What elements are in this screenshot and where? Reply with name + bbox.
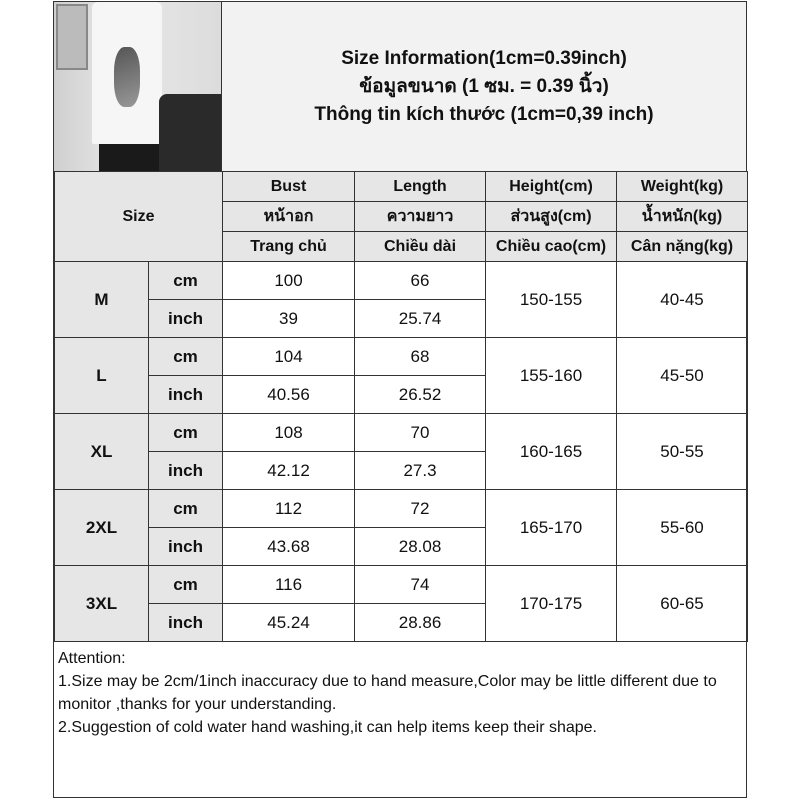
unit-cell: cm <box>147 489 224 528</box>
table-row: M cm 100 66 150-155 40-45 <box>54 261 749 338</box>
length-cm: 70 <box>354 413 487 452</box>
bust-cm: 100 <box>222 261 356 300</box>
unit-cell: cm <box>147 413 224 452</box>
length-cm: 66 <box>354 261 487 300</box>
weight-cell: 40-45 <box>616 261 749 338</box>
column-header: Cân nặng(kg) <box>616 231 749 262</box>
table-row: inch 40.56 26.52 <box>55 375 748 414</box>
notes-heading: Attention: <box>58 650 126 667</box>
header-row: Size Bust Length Height(cm) Weight(kg) <box>53 171 749 262</box>
note-item: 1.Size may be 2cm/1inch inaccuracy due t… <box>58 673 717 713</box>
length-inch: 27.3 <box>354 451 487 490</box>
bust-cm: 116 <box>222 565 356 604</box>
size-chart: Size Information(1cm=0.39inch) ข้อมูลขนา… <box>53 1 749 798</box>
column-header: Chiều dài <box>354 231 487 262</box>
size-cell: XL <box>54 413 149 490</box>
table-row: 2XL cm 112 72 165-170 55-60 <box>54 489 749 566</box>
table-row: inch 42.12 27.3 <box>55 451 748 490</box>
table-row: inch 43.68 28.08 <box>55 527 748 566</box>
chart-title: Size Information(1cm=0.39inch) ข้อมูลขนา… <box>222 2 746 171</box>
bust-inch: 43.68 <box>222 527 356 566</box>
table-row: 3XL cm 116 74 170-175 60-65 <box>54 565 749 642</box>
note-item: 2.Suggestion of cold water hand washing,… <box>58 719 597 736</box>
size-cell: 3XL <box>54 565 149 642</box>
size-cell: 2XL <box>54 489 149 566</box>
size-header: Size <box>53 171 224 262</box>
size-cell: L <box>54 337 149 414</box>
height-cell: 155-160 <box>485 337 618 414</box>
column-header: Chiều cao(cm) <box>485 231 618 262</box>
height-cell: 150-155 <box>485 261 618 338</box>
length-inch: 26.52 <box>354 375 487 414</box>
height-cell: 170-175 <box>485 565 618 642</box>
length-inch: 25.74 <box>354 299 487 338</box>
weight-cell: 50-55 <box>616 413 749 490</box>
unit-cell: inch <box>147 375 224 414</box>
product-photo <box>54 2 222 171</box>
size-cell: M <box>54 261 149 338</box>
header-row: Trang chủ Chiều dài Chiều cao(cm) Cân nặng(… <box>55 231 749 262</box>
table-row: XL cm 108 70 160-165 50-55 <box>54 413 749 490</box>
bust-inch: 42.12 <box>222 451 356 490</box>
header-row: หน้าอก ความยาว ส่วนสูง(cm) น้ำหนัก(kg) <box>55 201 749 232</box>
column-header: น้ำหนัก(kg) <box>616 201 749 232</box>
bust-cm: 104 <box>222 337 356 376</box>
unit-cell: inch <box>147 299 224 338</box>
table-row: inch 45.24 28.86 <box>55 603 748 642</box>
column-header: หน้าอก <box>222 201 356 232</box>
column-header: Length <box>354 171 487 202</box>
table-row: L cm 104 68 155-160 45-50 <box>54 337 749 414</box>
title-vietnamese: Thông tin kích thước (1cm=0,39 inch) <box>314 103 654 125</box>
unit-cell: inch <box>147 527 224 566</box>
column-header: Trang chủ <box>222 231 356 262</box>
column-header: ความยาว <box>354 201 487 232</box>
column-header: Weight(kg) <box>616 171 749 202</box>
title-thai: ข้อมูลขนาด (1 ซม. = 0.39 นิ้ว) <box>359 75 609 97</box>
unit-cell: inch <box>147 451 224 490</box>
weight-cell: 45-50 <box>616 337 749 414</box>
unit-cell: inch <box>147 603 224 642</box>
length-cm: 72 <box>354 489 487 528</box>
length-cm: 68 <box>354 337 487 376</box>
size-table: Size Bust Length Height(cm) Weight(kg) หน้าอก… <box>53 171 749 642</box>
title-english: Size Information(1cm=0.39inch) <box>341 47 627 69</box>
unit-cell: cm <box>147 261 224 300</box>
bust-cm: 112 <box>222 489 356 528</box>
length-cm: 74 <box>354 565 487 604</box>
weight-cell: 60-65 <box>616 565 749 642</box>
length-inch: 28.08 <box>354 527 487 566</box>
column-header: Height(cm) <box>485 171 618 202</box>
table-row: inch 39 25.74 <box>55 299 748 338</box>
height-cell: 165-170 <box>485 489 618 566</box>
height-cell: 160-165 <box>485 413 618 490</box>
weight-cell: 55-60 <box>616 489 749 566</box>
length-inch: 28.86 <box>354 603 487 642</box>
unit-cell: cm <box>147 337 224 376</box>
bust-inch: 40.56 <box>222 375 356 414</box>
bust-cm: 108 <box>222 413 356 452</box>
chart-header: Size Information(1cm=0.39inch) ข้อมูลขนา… <box>54 2 746 172</box>
column-header: ส่วนสูง(cm) <box>485 201 618 232</box>
bust-inch: 45.24 <box>222 603 356 642</box>
bust-inch: 39 <box>222 299 356 338</box>
unit-cell: cm <box>147 565 224 604</box>
column-header: Bust <box>222 171 356 202</box>
attention-notes: Attention: 1.Size may be 2cm/1inch inacc… <box>54 645 746 741</box>
